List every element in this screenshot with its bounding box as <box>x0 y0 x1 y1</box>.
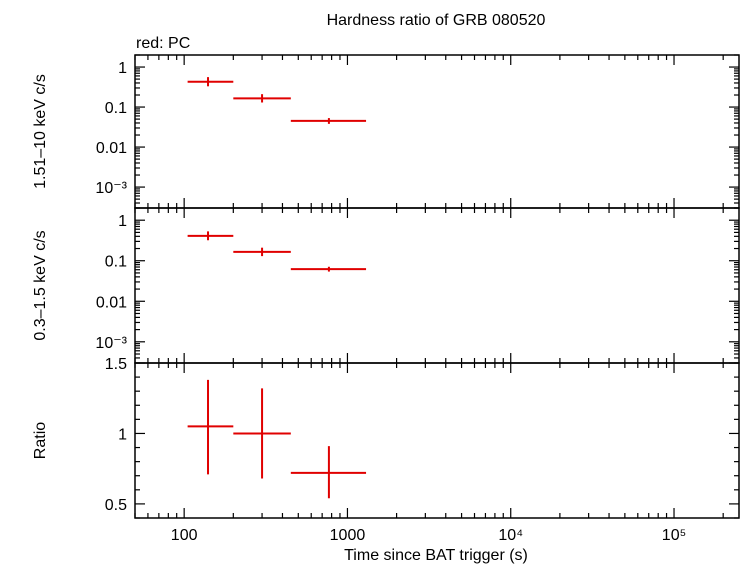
x-tick-label: 100 <box>171 527 198 544</box>
legend-note: red: PC <box>136 35 190 52</box>
chart-title: Hardness ratio of GRB 080520 <box>327 12 546 29</box>
panels-group: 1 0.1 0.01 10⁻³ 1.51–10 keV c/s 1 0.1 0.01 10⁻³ 0… <box>32 54 740 544</box>
y-axis-label: 0.3–1.5 keV c/s <box>32 230 49 340</box>
y-tick-label: 10⁻³ <box>95 180 127 197</box>
y-tick-label: 0.5 <box>105 497 127 514</box>
x-axis-label: Time since BAT trigger (s) <box>344 547 528 564</box>
data-point <box>233 94 291 103</box>
y-tick-label: 0.01 <box>96 294 127 311</box>
y-tick-label: 0.1 <box>105 254 127 271</box>
panel-ratio: 1.5 1 0.5 Ratio 100 1000 10⁴ 10⁵ <box>32 356 740 544</box>
panel-frame <box>134 362 740 519</box>
panel-frame <box>134 54 740 209</box>
y-axis-label: 1.51–10 keV c/s <box>32 74 49 189</box>
y-axis-label: Ratio <box>32 422 49 459</box>
panel-hard: 1 0.1 0.01 10⁻³ 1.51–10 keV c/s <box>32 54 740 209</box>
data-point <box>233 247 291 257</box>
y-tick-label: 10⁻³ <box>95 335 127 352</box>
y-tick-label: 1.5 <box>105 356 127 373</box>
data-point <box>187 379 234 475</box>
panel-soft: 1 0.1 0.01 10⁻³ 0.3–1.5 keV c/s <box>32 207 740 364</box>
panel-frame <box>134 207 740 364</box>
x-tick-label: 10⁵ <box>662 527 686 544</box>
y-tick-label: 1 <box>118 60 127 77</box>
data-point <box>290 118 367 124</box>
y-tick-label: 0.1 <box>105 100 127 117</box>
data-point <box>290 266 367 272</box>
y-tick-label: 1 <box>118 213 127 230</box>
data-point <box>290 446 367 499</box>
x-tick-label: 10⁴ <box>498 527 523 544</box>
data-point <box>187 231 234 241</box>
data-point <box>233 388 291 479</box>
y-tick-label: 0.01 <box>96 140 127 157</box>
y-tick-label: 1 <box>118 426 127 443</box>
data-point <box>187 77 234 87</box>
x-tick-label: 1000 <box>330 527 366 544</box>
